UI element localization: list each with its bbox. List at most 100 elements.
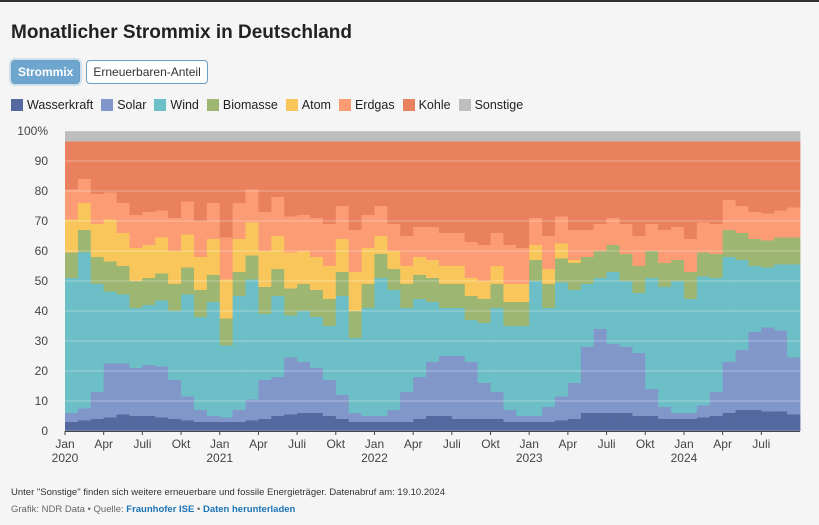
- area-step: [606, 344, 620, 413]
- area-step: [142, 416, 156, 431]
- area-step: [77, 179, 92, 203]
- separator: •: [197, 504, 201, 515]
- area-step: [619, 347, 633, 413]
- legend-item[interactable]: Biomasse: [206, 98, 278, 112]
- area-step: [722, 362, 736, 413]
- area-step: [310, 413, 324, 431]
- area-step: [774, 141, 788, 211]
- area-step: [310, 368, 324, 413]
- area-step: [335, 131, 350, 142]
- area-step: [65, 131, 79, 142]
- area-step: [206, 141, 221, 203]
- area-step: [361, 248, 375, 284]
- area-step: [464, 242, 479, 278]
- area-step: [181, 131, 195, 142]
- legend-item[interactable]: Wasserkraft: [11, 98, 93, 112]
- area-step: [735, 141, 749, 206]
- area-step: [503, 410, 517, 422]
- area-step: [619, 254, 633, 281]
- area-step: [142, 365, 156, 416]
- area-step: [193, 141, 208, 221]
- tab-button[interactable]: Erneuerbaren-Anteil: [86, 60, 208, 84]
- tab-button[interactable]: Strommix: [11, 60, 81, 84]
- area-step: [477, 141, 491, 245]
- area-step: [671, 413, 685, 419]
- area-step: [683, 239, 698, 272]
- area-step: [787, 207, 801, 238]
- legend-label: Solar: [117, 98, 147, 112]
- area-step: [193, 131, 208, 142]
- area-step: [477, 323, 491, 383]
- link[interactable]: Fraunhofer ISE: [126, 504, 195, 515]
- area-step: [258, 141, 272, 212]
- area-step: [438, 141, 453, 233]
- area-step: [516, 141, 530, 248]
- link[interactable]: Daten herunterladen: [202, 504, 296, 515]
- area-step: [645, 416, 659, 431]
- area-step: [206, 416, 221, 422]
- area-step: [400, 141, 414, 236]
- area-step: [348, 141, 362, 230]
- area-step: [168, 311, 182, 380]
- legend-swatch: [101, 99, 114, 111]
- area-step: [322, 131, 337, 142]
- area-step: [516, 131, 530, 142]
- area-step: [374, 422, 388, 431]
- legend-swatch: [154, 99, 167, 111]
- area-step: [90, 392, 105, 419]
- area-step: [748, 212, 762, 239]
- area-step: [735, 131, 749, 142]
- area-step: [593, 131, 607, 142]
- area-step: [374, 206, 388, 236]
- area-step: [593, 224, 607, 251]
- area-step: [297, 413, 311, 431]
- area-step: [542, 407, 556, 422]
- area-step: [516, 326, 530, 416]
- area-step: [555, 243, 569, 259]
- area-step: [129, 248, 143, 281]
- area-step: [477, 419, 491, 431]
- area-step: [761, 141, 775, 214]
- legend-item[interactable]: Sonstige: [458, 98, 523, 112]
- area-step: [400, 236, 414, 266]
- y-tick-label: 10: [35, 394, 49, 408]
- area-step: [735, 350, 749, 410]
- area-step: [155, 210, 169, 238]
- area-step: [709, 278, 724, 392]
- area-step: [271, 197, 285, 236]
- area-step: [722, 200, 736, 230]
- y-tick-label: 60: [35, 244, 49, 258]
- legend-swatch: [206, 99, 219, 111]
- legend-item[interactable]: Solar: [101, 98, 146, 112]
- legend-item[interactable]: Kohle: [402, 98, 451, 112]
- area-step: [503, 141, 517, 245]
- note: Unter "Sonstige" finden sich weitere ern…: [11, 487, 445, 498]
- legend-item[interactable]: Erdgas: [338, 98, 395, 112]
- area-step: [413, 299, 427, 377]
- legend-item[interactable]: Atom: [285, 98, 331, 112]
- x-tick-label: Apr: [249, 437, 268, 451]
- area-step: [232, 239, 246, 272]
- area-step: [361, 284, 375, 308]
- area-step: [555, 258, 569, 283]
- area-step: [516, 248, 530, 284]
- legend-item[interactable]: Wind: [154, 98, 199, 112]
- area-step: [232, 141, 246, 203]
- area-step: [193, 410, 208, 422]
- y-tick-label: 80: [35, 184, 49, 198]
- area-step: [426, 278, 440, 302]
- area-step: [387, 422, 401, 431]
- area-step: [65, 189, 79, 220]
- area-step: [219, 422, 234, 431]
- area-step: [606, 245, 620, 272]
- area-step: [748, 410, 762, 431]
- area-step: [709, 254, 724, 278]
- area-step: [632, 353, 646, 416]
- x-tick-label: Jan: [674, 437, 693, 451]
- y-tick-label: 100%: [17, 124, 48, 138]
- area-step: [258, 251, 272, 287]
- area-step: [542, 422, 556, 431]
- area-step: [271, 141, 285, 197]
- area-step: [335, 272, 350, 296]
- area-step: [555, 141, 569, 217]
